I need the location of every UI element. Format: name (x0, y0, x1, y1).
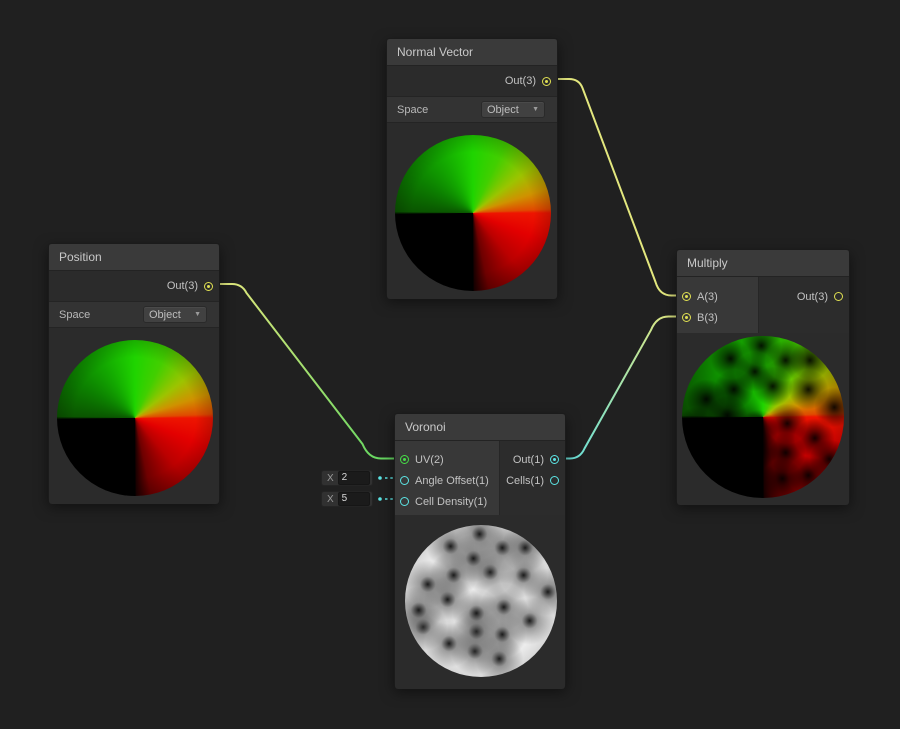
node-preview (387, 123, 557, 299)
port-normalvector-out[interactable] (542, 76, 551, 86)
port-voronoi-cells[interactable] (550, 476, 559, 485)
port-multiply-b[interactable] (682, 313, 691, 322)
port-label: A(3) (697, 290, 718, 303)
node-preview (395, 515, 565, 689)
angle-offset-value[interactable]: 2 (337, 471, 370, 485)
port-label: Out(1) (512, 453, 544, 466)
space-dropdown[interactable]: Object ▼ (481, 101, 545, 118)
cell-density-field[interactable]: X 5 (321, 491, 373, 507)
port-voronoi-angle-offset[interactable] (400, 476, 409, 485)
output-row-out: Out(3) (759, 286, 849, 307)
node-title[interactable]: Voronoi (395, 414, 565, 441)
output-row-out: Out(1) (500, 449, 565, 470)
node-title[interactable]: Multiply (677, 250, 849, 277)
input-column: A(3) B(3) (677, 277, 758, 333)
cell-density-value[interactable]: 5 (337, 492, 370, 506)
input-row-cell-density: Cell Density(1) (395, 491, 499, 512)
port-label: Cells(1) (506, 474, 544, 487)
input-row-b: B(3) (677, 307, 758, 328)
node-normal-vector[interactable]: Normal Vector Out(3) Space Object ▼ (386, 38, 558, 299)
field-connector-dot (378, 497, 382, 501)
ports-section: UV(2) Angle Offset(1) Cell Density(1) Ou… (395, 441, 565, 515)
node-title[interactable]: Normal Vector (387, 39, 557, 66)
port-label: Out(3) (504, 75, 536, 87)
space-dropdown-value: Object (149, 308, 181, 321)
node-voronoi[interactable]: Voronoi UV(2) Angle Offset(1) Cell Densi… (394, 413, 566, 689)
node-multiply[interactable]: Multiply A(3) B(3) Out(3) (676, 249, 850, 505)
space-label: Space (397, 103, 429, 116)
ports-section: A(3) B(3) Out(3) (677, 277, 849, 333)
node-preview (49, 328, 219, 504)
input-column: UV(2) Angle Offset(1) Cell Density(1) (395, 441, 499, 515)
node-position[interactable]: Position Out(3) Space Object ▼ (48, 243, 220, 504)
port-voronoi-cell-density[interactable] (400, 497, 409, 506)
chevron-down-icon: ▼ (194, 311, 201, 318)
port-label: Cell Density(1) (415, 495, 488, 508)
input-row-a: A(3) (677, 286, 758, 307)
space-row: Space Object ▼ (387, 96, 557, 123)
preview-sphere-position (57, 340, 213, 496)
output-row: Out(3) (387, 66, 557, 96)
port-position-out[interactable] (204, 281, 213, 291)
field-connector-dot (378, 476, 382, 480)
angle-offset-field[interactable]: X 2 (321, 470, 373, 486)
preview-sphere-voronoi (405, 525, 557, 677)
edge-voronoi-out-to-multiply-b[interactable] (556, 315, 687, 460)
space-dropdown[interactable]: Object ▼ (143, 306, 207, 323)
node-preview (677, 333, 849, 505)
port-label: Angle Offset(1) (415, 474, 489, 487)
output-column: Out(3) (758, 277, 849, 333)
node-title[interactable]: Position (49, 244, 219, 271)
port-label: Out(3) (796, 290, 828, 303)
space-label: Space (59, 308, 91, 321)
port-voronoi-out[interactable] (550, 455, 559, 464)
input-row-angle-offset: Angle Offset(1) (395, 470, 499, 491)
port-voronoi-uv[interactable] (400, 455, 409, 464)
field-prefix: X (327, 472, 334, 484)
space-row: Space Object ▼ (49, 301, 219, 328)
edge-normalvector-out-to-multiply-a[interactable] (548, 78, 687, 297)
port-multiply-a[interactable] (682, 292, 691, 301)
output-row-cells: Cells(1) (500, 470, 565, 491)
input-row-uv: UV(2) (395, 449, 499, 470)
port-label: B(3) (697, 311, 718, 324)
output-row: Out(3) (49, 271, 219, 301)
preview-sphere-multiply (682, 336, 844, 498)
port-label: UV(2) (415, 453, 444, 466)
port-multiply-out[interactable] (834, 292, 843, 301)
port-label: Out(3) (166, 280, 198, 292)
edge-position-out-to-voronoi-uv[interactable] (210, 283, 404, 460)
space-dropdown-value: Object (487, 103, 519, 116)
output-column: Out(1) Cells(1) (499, 441, 565, 515)
field-prefix: X (327, 493, 334, 505)
chevron-down-icon: ▼ (532, 106, 539, 113)
preview-sphere-normal-vector (395, 135, 551, 291)
